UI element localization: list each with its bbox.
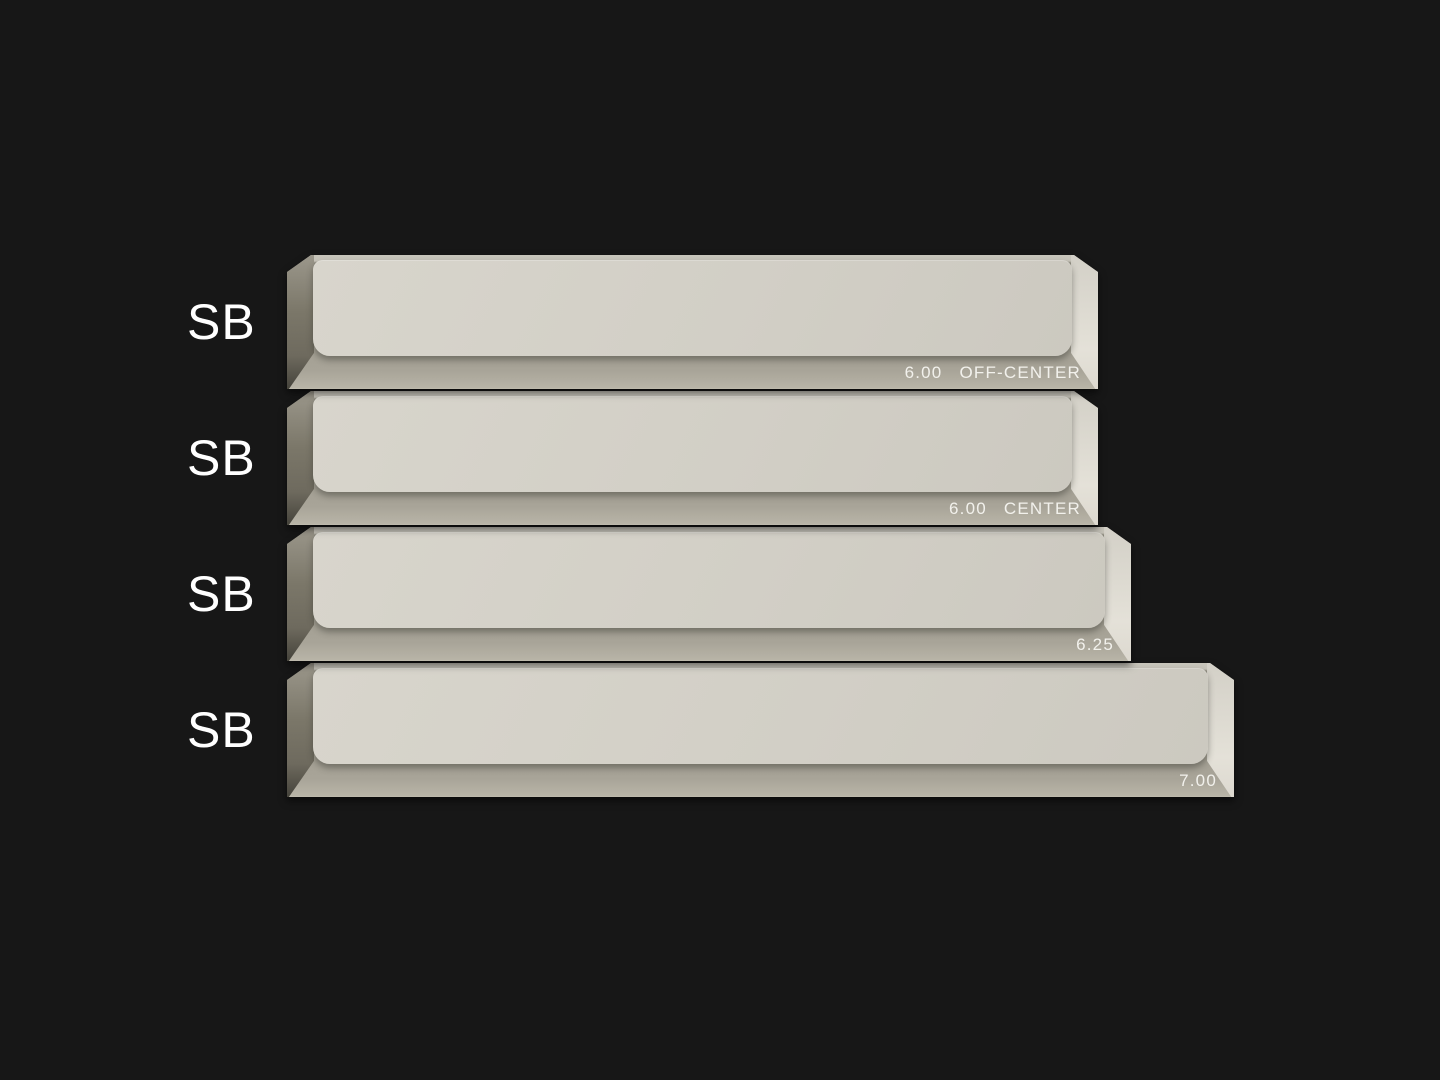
size-value: 6.25 bbox=[1076, 634, 1114, 654]
row-label-sb: SB bbox=[187, 430, 256, 486]
keycap-6-25u: 6.25 bbox=[287, 527, 1131, 661]
keycap-body: 6.00 OFF-CENTER bbox=[287, 255, 1098, 389]
keycap-body: 6.00 CENTER bbox=[287, 391, 1098, 525]
keycap-top-face bbox=[313, 260, 1072, 356]
keycap-7u: 7.00 bbox=[287, 663, 1234, 797]
keycap-6u-off-center: 6.00 OFF-CENTER bbox=[287, 255, 1098, 389]
keycap-top-face bbox=[313, 668, 1208, 764]
keycap-left-bevel bbox=[287, 255, 314, 389]
keycap-top-face bbox=[313, 532, 1105, 628]
keycap-body: 7.00 bbox=[287, 663, 1234, 797]
keycap-body: 6.25 bbox=[287, 527, 1131, 661]
keycap-top-face bbox=[313, 396, 1072, 492]
keycap-size-label: 6.00 CENTER bbox=[949, 499, 1081, 519]
keycap-6u-center: 6.00 CENTER bbox=[287, 391, 1098, 525]
keycap-left-bevel bbox=[287, 527, 314, 661]
row-label-sb: SB bbox=[187, 702, 256, 758]
size-value: 7.00 bbox=[1179, 770, 1217, 790]
keycap-left-bevel bbox=[287, 391, 314, 525]
size-value: 6.00 bbox=[949, 498, 987, 518]
row-label-sb: SB bbox=[187, 566, 256, 622]
keycap-size-label: 6.25 bbox=[1076, 635, 1114, 655]
row-label-sb: SB bbox=[187, 294, 256, 350]
keycap-size-label: 7.00 bbox=[1179, 771, 1217, 791]
size-value: 6.00 bbox=[904, 362, 943, 382]
keycap-size-label: 6.00 OFF-CENTER bbox=[905, 363, 1081, 383]
size-variant: CENTER bbox=[1003, 498, 1081, 518]
keycap-left-bevel bbox=[287, 663, 314, 797]
size-variant: OFF-CENTER bbox=[959, 362, 1081, 382]
